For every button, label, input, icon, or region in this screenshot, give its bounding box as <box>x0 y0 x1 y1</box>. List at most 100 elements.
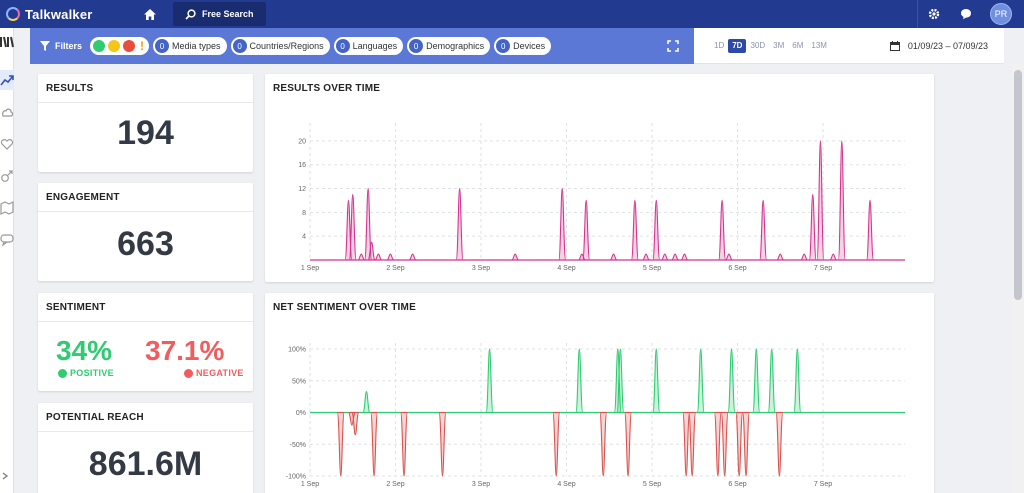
rail-item-mentions[interactable] <box>0 102 14 122</box>
heart-hand-icon <box>0 139 14 150</box>
data-peak <box>364 187 373 261</box>
data-peak <box>400 411 409 477</box>
pill-count: 0 <box>335 39 350 53</box>
results-over-time-chart[interactable]: 4 8 12 16 20 1 Sep 2 Sep 3 Sep 4 Sep 5 Sep 6 Sep 7 … <box>265 74 934 282</box>
data-peak <box>671 253 679 261</box>
data-peak <box>742 411 751 477</box>
range-30d[interactable]: 30D <box>750 41 766 50</box>
data-peak <box>485 348 494 414</box>
data-peak <box>599 411 608 477</box>
filter-pill-languages[interactable]: 0 Languages <box>333 37 404 55</box>
data-peak <box>776 253 784 261</box>
filter-pill-demographics[interactable]: 0 Demographics <box>407 37 491 55</box>
card-divider <box>38 431 253 432</box>
rail-item-demographics[interactable] <box>0 166 14 186</box>
net-sentiment-chart[interactable]: 100% 50% 0% -50% -100%1 Sep 2 Sep 3 Sep 4 Sep 5 … <box>265 293 934 493</box>
x-tick-label: 3 Sep <box>472 265 490 272</box>
negative-label-row: NEGATIVE <box>184 368 244 378</box>
data-peak <box>652 199 661 261</box>
rail-item-trends[interactable] <box>0 70 14 90</box>
filters-button[interactable]: Filters <box>40 41 82 51</box>
range-13m[interactable]: 13M <box>811 41 827 50</box>
chat-bubble-icon <box>961 9 971 20</box>
pill-count: 0 <box>155 39 170 53</box>
data-peak <box>837 140 846 261</box>
trend-up-icon <box>0 75 14 86</box>
data-peak <box>455 187 464 261</box>
rail-item-themes[interactable] <box>0 230 14 250</box>
filter-pill-media-types[interactable]: 0 Media types <box>153 37 227 55</box>
data-peak <box>688 411 697 477</box>
page-scrollbar[interactable] <box>1012 64 1024 493</box>
net-sentiment-card: NET SENTIMENT OVER TIME 100% 50% 0% -50% -10… <box>265 293 934 493</box>
card-title: RESULTS OVER TIME <box>273 83 381 94</box>
data-peak <box>624 411 633 477</box>
brand-logo[interactable]: Talkwalker <box>0 7 130 22</box>
positive-label-row: POSITIVE <box>58 368 114 378</box>
range-3m[interactable]: 3M <box>773 41 785 50</box>
card-divider <box>38 321 253 322</box>
x-tick-label: 1 Sep <box>301 265 319 272</box>
data-peak <box>362 390 371 414</box>
x-tick-label: 2 Sep <box>386 265 404 272</box>
user-avatar[interactable]: PR <box>990 3 1012 25</box>
data-peak <box>609 253 618 261</box>
card-title: NET SENTIMENT OVER TIME <box>273 302 416 313</box>
filter-pill-devices[interactable]: 0 Devices <box>494 37 552 55</box>
x-tick-label: 3 Sep <box>472 481 490 488</box>
y-tick-label: 12 <box>298 186 306 193</box>
data-peak <box>374 253 383 261</box>
home-button[interactable] <box>130 0 170 28</box>
fullscreen-button[interactable] <box>664 37 682 55</box>
rail-item-map[interactable] <box>0 198 14 218</box>
data-peak <box>775 411 784 477</box>
positive-face-icon[interactable] <box>93 40 106 52</box>
engagement-card: ENGAGEMENT 663 <box>38 183 253 281</box>
data-peak <box>725 253 733 261</box>
y-tick-label: 0% <box>296 410 306 417</box>
date-range-value: 01/09/23 – 07/09/23 <box>907 40 988 51</box>
data-peak <box>582 199 591 261</box>
rail-item-influencers[interactable] <box>0 134 14 154</box>
data-peak <box>866 199 874 261</box>
range-1d[interactable]: 1D <box>714 41 725 50</box>
top-divider <box>917 0 918 28</box>
y-tick-label: 20 <box>298 138 306 145</box>
data-peak <box>759 199 768 261</box>
pill-count: 0 <box>232 39 247 53</box>
frown-icon <box>184 368 193 378</box>
date-picker[interactable]: 01/09/23 – 07/09/23 <box>889 40 988 51</box>
funnel-icon <box>40 41 50 51</box>
y-tick-label: -50% <box>290 442 306 449</box>
x-tick-label: 7 Sep <box>814 265 832 272</box>
data-peak <box>367 241 376 261</box>
chat-button[interactable] <box>950 0 982 28</box>
pill-label: Countries/Regions <box>249 41 324 51</box>
smile-icon <box>58 368 67 378</box>
rail-item-brand[interactable] <box>0 32 14 52</box>
range-6m[interactable]: 6M <box>792 41 804 50</box>
y-tick-label: 16 <box>298 162 306 169</box>
date-range-bar: 1D 7D 30D 3M 6M 13M 01/09/23 – 07/09/23 <box>694 28 1004 64</box>
neutral-face-icon[interactable] <box>108 40 121 52</box>
negative-face-icon[interactable] <box>123 40 136 52</box>
logo-bars-icon <box>0 36 14 48</box>
settings-button[interactable] <box>918 0 950 28</box>
scrollbar-thumb[interactable] <box>1014 70 1022 300</box>
rail-expand-button[interactable] <box>0 466 14 486</box>
filter-pill-countries[interactable]: 0 Countries/Regions <box>230 37 330 55</box>
sentiment-filter-pill[interactable]: ! <box>90 37 150 55</box>
x-tick-label: 1 Sep <box>301 481 319 488</box>
range-7d[interactable]: 7D <box>728 38 747 53</box>
x-tick-label: 5 Sep <box>643 265 661 272</box>
data-peak <box>661 253 669 261</box>
calendar-icon <box>889 40 900 51</box>
pill-label: Media types <box>172 41 221 51</box>
pill-label: Devices <box>513 41 546 51</box>
data-peak <box>718 199 727 261</box>
alert-icon[interactable]: ! <box>140 39 145 53</box>
pill-label: Demographics <box>426 41 485 51</box>
y-tick-label: 4 <box>302 234 306 241</box>
card-divider <box>38 102 253 103</box>
free-search-tab[interactable]: Free Search <box>173 2 266 26</box>
